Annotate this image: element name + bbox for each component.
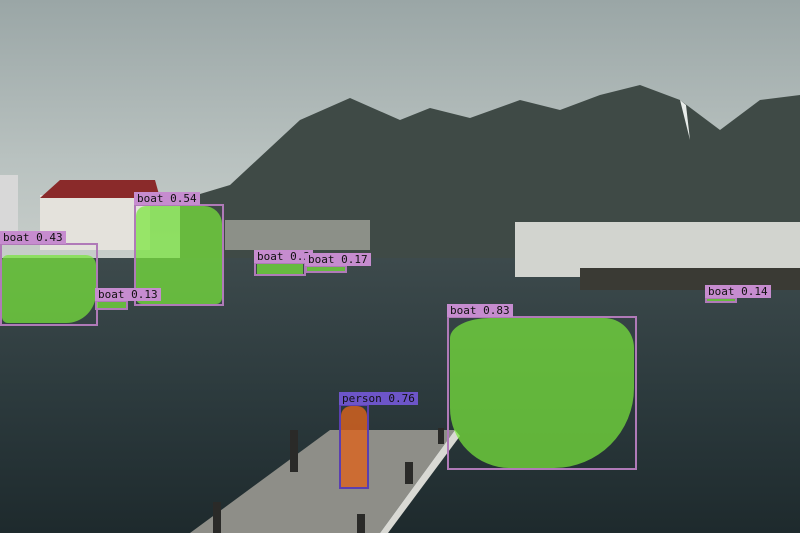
mountains bbox=[180, 85, 800, 260]
boat-mask bbox=[307, 265, 347, 271]
detection-box-boat: boat 0.3 bbox=[254, 250, 313, 276]
bollard bbox=[357, 514, 365, 533]
detection-label: boat 0.17 bbox=[305, 253, 371, 266]
bollard bbox=[438, 428, 444, 444]
detection-box-boat: boat 0.54 bbox=[134, 192, 224, 306]
house-left-1 bbox=[0, 175, 18, 245]
pier-right bbox=[580, 268, 800, 290]
houses-right bbox=[515, 222, 800, 277]
detection-label: boat 0.54 bbox=[134, 192, 200, 205]
bollard bbox=[213, 502, 221, 533]
boat-mask bbox=[2, 255, 96, 323]
detection-box-boat: boat 0.13 bbox=[95, 288, 161, 310]
red-roof bbox=[40, 180, 160, 198]
snow-patch bbox=[680, 100, 690, 140]
boat-mask bbox=[257, 262, 303, 274]
detection-label: boat 0.3 bbox=[254, 250, 313, 263]
detection-box-boat: boat 0.17 bbox=[305, 253, 371, 273]
detection-label: boat 0.43 bbox=[0, 231, 66, 244]
bollard bbox=[290, 430, 298, 472]
detection-box-person: person 0.76 bbox=[339, 392, 418, 489]
boat-mask bbox=[136, 206, 222, 304]
detection-box-boat: boat 0.83 bbox=[447, 304, 637, 470]
person-mask bbox=[341, 406, 367, 488]
detection-box-boat: boat 0.14 bbox=[705, 285, 771, 303]
detection-label: boat 0.13 bbox=[95, 288, 161, 301]
boat-mask bbox=[97, 298, 127, 308]
detection-box-boat: boat 0.43 bbox=[0, 231, 98, 326]
detection-label: person 0.76 bbox=[339, 392, 418, 405]
bollard bbox=[405, 462, 413, 484]
detection-label: boat 0.14 bbox=[705, 285, 771, 298]
detection-label: boat 0.83 bbox=[447, 304, 513, 317]
dock-edge bbox=[380, 430, 460, 533]
boat-mask bbox=[450, 318, 634, 468]
houses-middle bbox=[225, 220, 370, 250]
dock bbox=[190, 430, 455, 533]
